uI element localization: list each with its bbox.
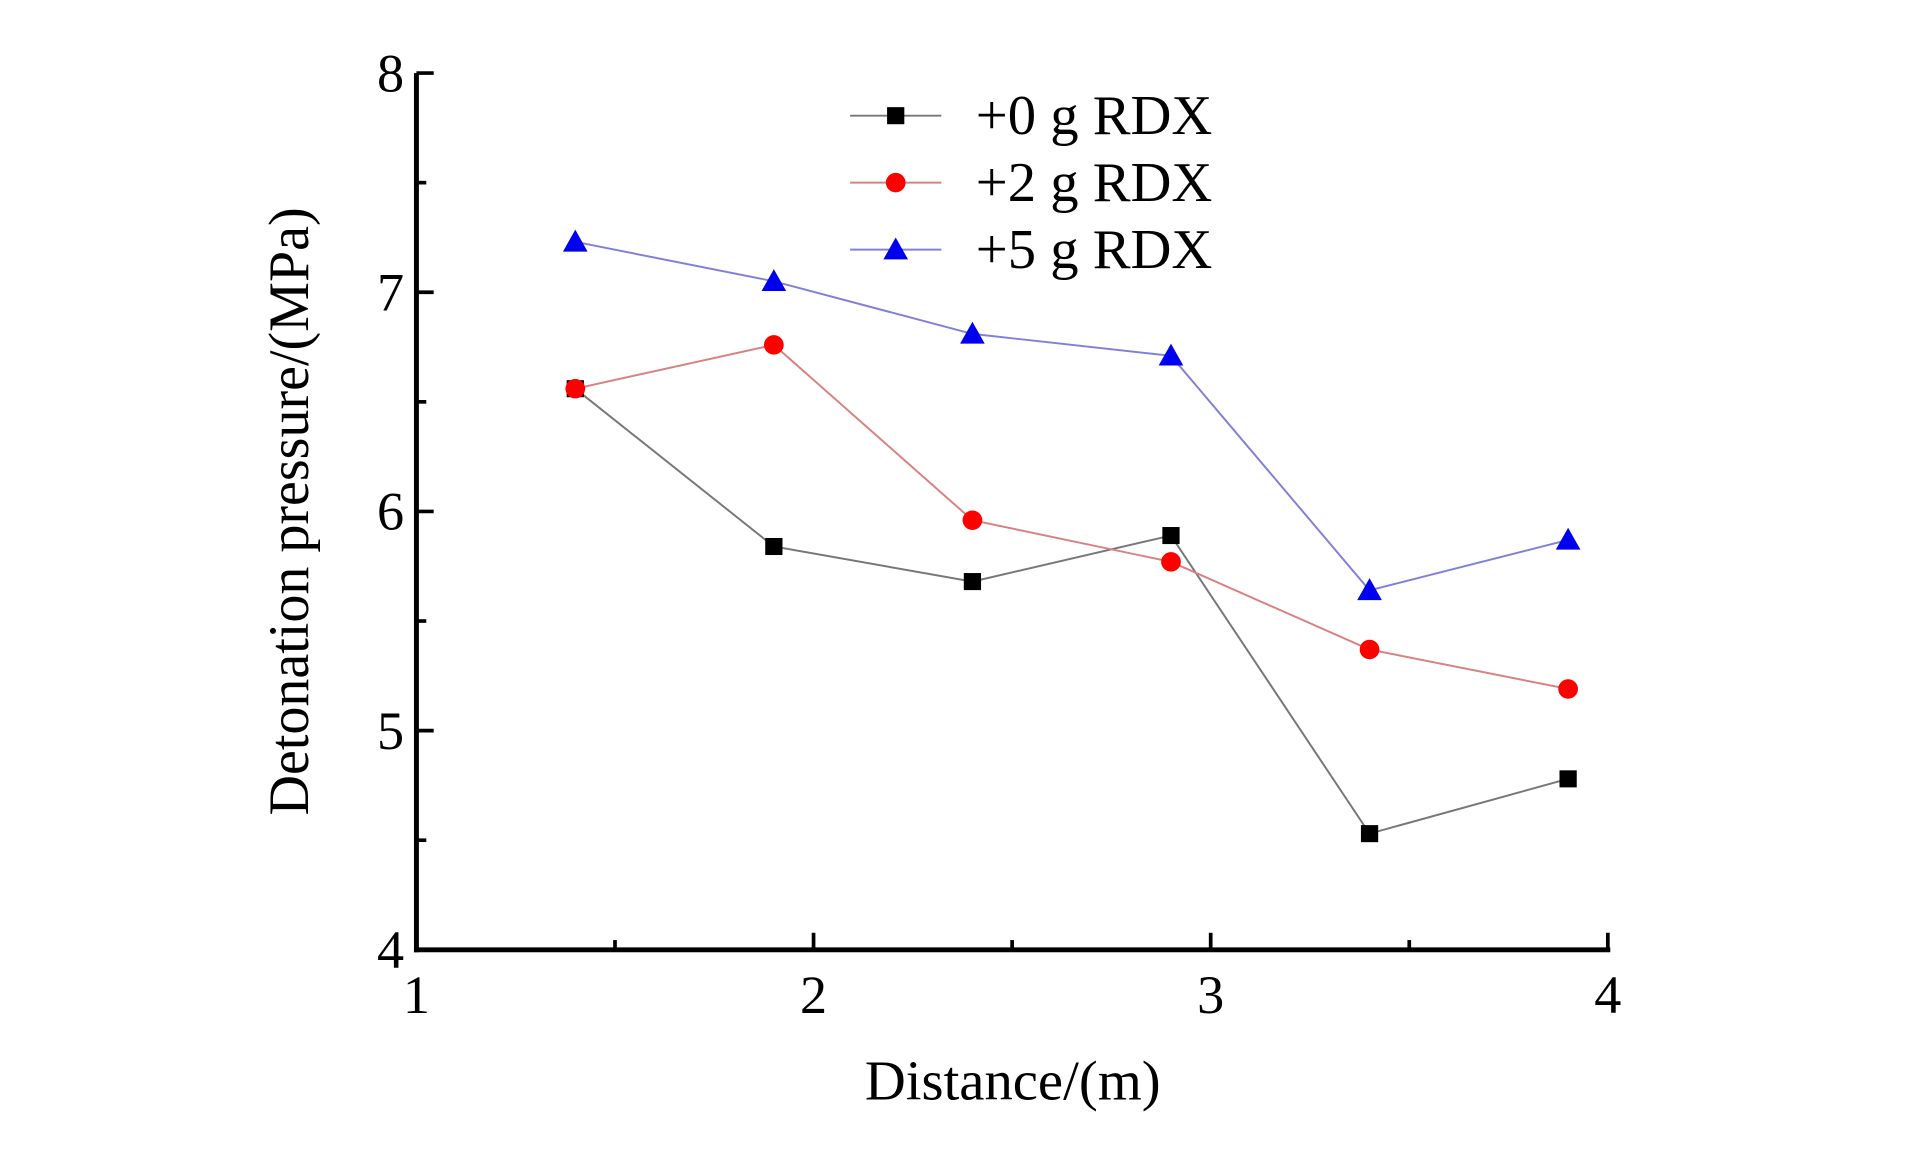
- series-1: [565, 335, 1578, 699]
- data-point: [963, 573, 982, 591]
- data-point: [761, 269, 787, 292]
- series-line: [575, 240, 1569, 592]
- legend-label: +0 g RDX: [976, 85, 1213, 147]
- legend-item: +2 g RDX: [850, 152, 1212, 214]
- data-point: [962, 510, 983, 530]
- x-axis-label: Distance/(m): [865, 1051, 1161, 1113]
- x-tick-label: 2: [800, 965, 827, 1025]
- data-point: [765, 537, 783, 556]
- data-point: [1360, 825, 1379, 843]
- legend-item: +0 g RDX: [850, 85, 1212, 147]
- x-tick-label: 4: [1594, 965, 1621, 1025]
- y-tick-label: 8: [377, 44, 404, 104]
- data-point: [1162, 527, 1180, 545]
- data-point: [1559, 770, 1577, 788]
- data-point: [763, 335, 784, 355]
- series-group: [562, 229, 1581, 843]
- x-tick-label: 3: [1197, 965, 1224, 1025]
- y-tick-label: 5: [377, 701, 404, 761]
- y-tick-label: 4: [377, 920, 404, 980]
- y-tick-label: 6: [377, 482, 404, 542]
- x-tick-label: 1: [403, 965, 430, 1025]
- data-point: [1359, 639, 1380, 660]
- ticks: 4 5 6 7 8 1 2 3 4: [377, 44, 1621, 1025]
- series-line: [575, 343, 1569, 690]
- legend-item: +5 g RDX: [850, 219, 1212, 281]
- data-point: [562, 229, 588, 252]
- legend-label: +2 g RDX: [976, 152, 1213, 214]
- y-tick-label: 7: [377, 263, 404, 323]
- data-point: [1558, 679, 1578, 699]
- data-point: [1158, 343, 1184, 366]
- legend: +0 g RDX+2 g RDX+5 g RDX: [850, 85, 1212, 281]
- data-point: [1357, 578, 1382, 601]
- series-line: [574, 387, 1569, 835]
- series-0: [566, 380, 1577, 843]
- data-point: [1161, 552, 1181, 572]
- data-point: [565, 378, 586, 399]
- data-point: [960, 321, 985, 344]
- legend-marker: [887, 107, 905, 125]
- legend-marker: [885, 172, 906, 193]
- legend-label: +5 g RDX: [976, 219, 1213, 281]
- legend-marker: [883, 237, 909, 260]
- y-axis-label: Detonation pressure/(MPa): [259, 207, 321, 815]
- data-point: [1555, 527, 1581, 550]
- series-2: [562, 229, 1581, 601]
